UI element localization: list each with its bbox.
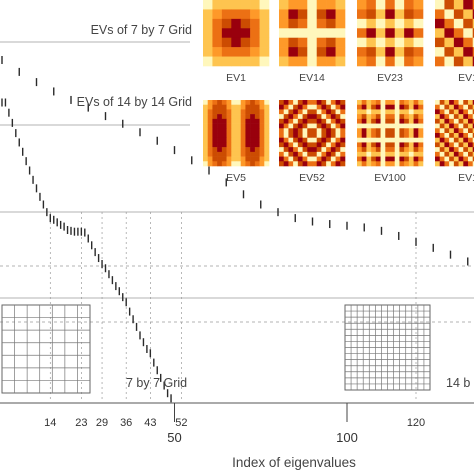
grid-14-illustration (344, 304, 431, 391)
ev14-panel-ev1: EV1 (435, 100, 474, 184)
panel-label: EV1 (458, 72, 474, 84)
panel-label: EV1 (458, 172, 474, 184)
grid-illustrations (1, 304, 431, 394)
x-tick-label-minor: 29 (96, 417, 108, 429)
x-tick-label-minor: 43 (144, 417, 156, 429)
x-axis: 14232936435212014250100150 (0, 402, 474, 445)
ev14-panel-ev52: EV52 (279, 100, 346, 184)
x-tick-label-minor: 120 (407, 417, 425, 429)
grid7-label: 7 by 7 Grid (126, 376, 187, 390)
panel-label: EV23 (377, 72, 403, 84)
ev14-header: EVs of 14 by 14 Grid (77, 95, 192, 109)
ev7-panel-ev1: EV1 (203, 0, 270, 84)
eigenvector-panels: EV1 EV14 EV23 EV1 EV5 EV52 EV100 EV1 (203, 0, 474, 184)
x-tick-label-major: 50 (167, 430, 181, 445)
series-grid-14 (1, 56, 469, 266)
panel-label: EV100 (374, 172, 406, 184)
series-grid-7 (1, 98, 172, 403)
x-tick-label-minor: 23 (75, 417, 87, 429)
guide-lines (0, 41, 474, 400)
panel-label: EV14 (299, 72, 325, 84)
eigenvalue-series (1, 56, 469, 403)
ev7-panel-ev23: EV23 (357, 0, 424, 84)
x-tick-label-major: 100 (336, 430, 358, 445)
ev7-header: EVs of 7 by 7 Grid (91, 23, 192, 37)
panel-label: EV5 (226, 172, 246, 184)
ev14-panel-ev100: EV100 (357, 100, 424, 184)
grid-7-illustration (1, 304, 91, 394)
x-axis-label: Index of eigenvalues (232, 455, 356, 470)
x-tick-label-minor: 14 (44, 417, 56, 429)
grid14-label: 14 b (446, 376, 470, 390)
ev14-panel-ev5: EV5 (203, 100, 270, 184)
ev7-panel-ev14: EV14 (279, 0, 346, 84)
x-tick-label-minor: 36 (120, 417, 132, 429)
panel-label: EV1 (226, 72, 246, 84)
ev7-panel-ev1: EV1 (435, 0, 474, 84)
x-tick-label-minor: 52 (175, 417, 187, 429)
panel-label: EV52 (299, 172, 325, 184)
